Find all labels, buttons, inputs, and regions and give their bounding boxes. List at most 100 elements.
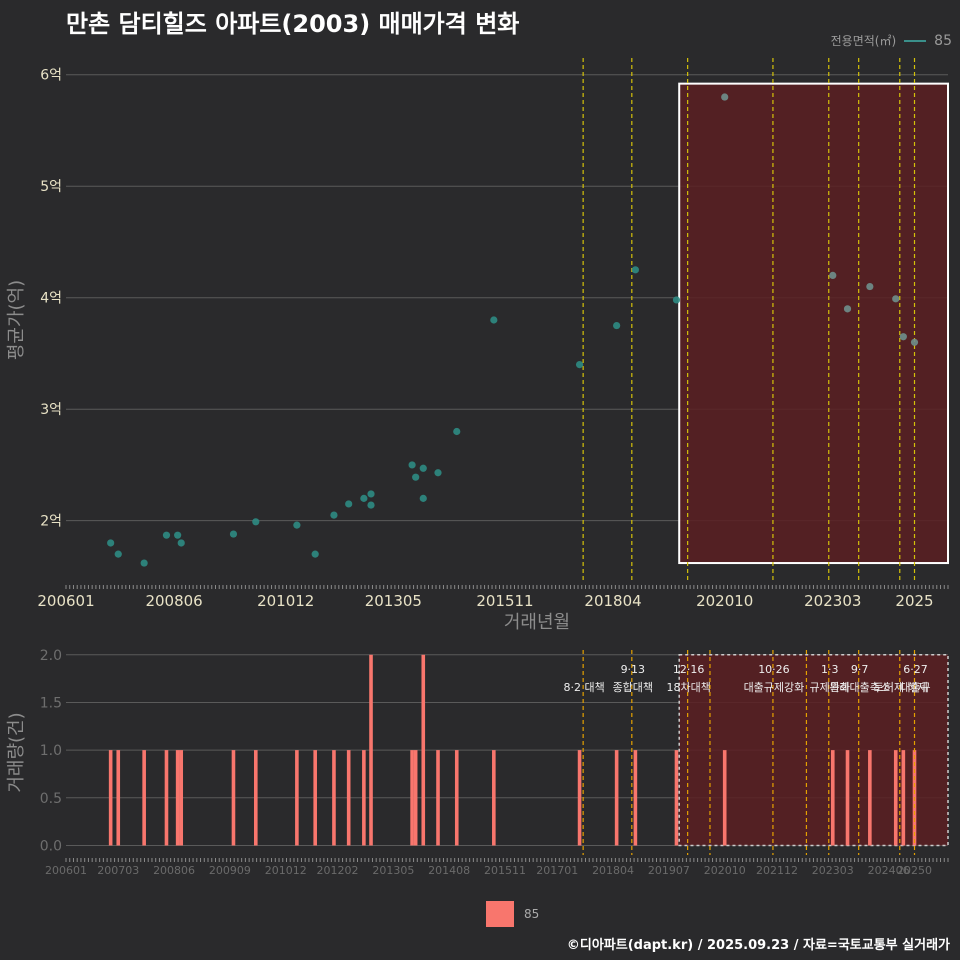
bottom-y-tick-label: 0.0 — [40, 838, 62, 854]
volume-bar — [893, 750, 898, 846]
volume-bar — [413, 750, 418, 846]
scatter-point — [721, 93, 729, 101]
bottom-y-tick-label: 0.5 — [40, 791, 62, 807]
policy-date-label: 12·16 — [673, 663, 705, 676]
bottom-x-tick-label: 201305 — [372, 864, 414, 877]
scatter-point — [177, 539, 185, 547]
volume-bar — [142, 750, 146, 846]
volume-bar — [313, 750, 317, 846]
policy-date-label: 9·13 — [621, 663, 646, 676]
policy-name-label: 토허제 해제 — [874, 680, 928, 694]
volume-bar — [362, 750, 366, 846]
volume-bar — [179, 750, 184, 846]
volume-bar — [116, 750, 121, 846]
bottom-x-tick-label: 200601 — [45, 864, 87, 877]
scatter-point — [829, 271, 837, 280]
bottom-y-tick-label: 1.5 — [40, 695, 62, 711]
policy-name-label: 종합대책 — [613, 681, 653, 694]
bottom-x-tick-label: 201012 — [265, 864, 307, 877]
scatter-point — [330, 511, 338, 519]
volume-bar — [868, 750, 872, 846]
scatter-point — [408, 461, 416, 469]
top-x-tick-label: 201804 — [584, 592, 641, 610]
top-x-tick-label: 202010 — [696, 592, 753, 610]
legend-top: 전용면적(㎡) 85 — [831, 32, 952, 49]
volume-bar — [492, 750, 496, 846]
volume-bar — [845, 750, 850, 846]
bottom-x-tick-label: 200806 — [153, 864, 195, 877]
legend-line-icon — [904, 39, 927, 42]
volume-bar — [722, 750, 727, 846]
bottom-y-axis-label: 거래량(건) — [6, 712, 27, 792]
policy-name-label: 8·2 대책 — [564, 681, 605, 694]
policy-name-label: 대출규 — [900, 681, 930, 694]
top-y-tick-label: 6억 — [40, 68, 62, 84]
volume-bar — [253, 750, 258, 846]
policy-name-label: 특례대출축소 — [829, 681, 890, 694]
bottom-x-tick-label: 201202 — [317, 864, 359, 877]
policy-date-label: 9·7 — [851, 663, 869, 676]
volume-bar — [369, 654, 373, 846]
bottom-y-tick-label: 2.0 — [40, 648, 62, 664]
policy-name-label: 18차대책 — [666, 681, 710, 694]
scatter-point — [140, 559, 148, 567]
scatter-point — [899, 333, 907, 341]
legend-top-label: 전용면적(㎡) — [830, 34, 897, 48]
legend-swatch-icon — [486, 901, 514, 927]
bottom-x-tick-label: 201701 — [536, 864, 578, 877]
volume-bar — [410, 750, 414, 846]
scatter-point — [453, 427, 461, 436]
page-title: 만촌 담티힐즈 아파트(2003) 매매가격 변화 — [66, 10, 520, 38]
bottom-x-tick-label: 200909 — [209, 864, 251, 877]
scatter-point — [174, 531, 182, 539]
scatter-point — [843, 305, 852, 313]
bottom-x-tick-label: 201907 — [648, 864, 690, 877]
scatter-point — [434, 469, 442, 477]
scatter-point — [866, 282, 874, 291]
volume-bar — [830, 750, 835, 846]
top-x-tick-label: 200806 — [145, 592, 202, 610]
volume-bar — [175, 750, 180, 846]
volume-bar — [577, 750, 582, 846]
bottom-x-tick-label: 202406 — [868, 864, 910, 877]
volume-bar — [108, 750, 113, 846]
scatter-point — [345, 500, 353, 508]
scatter-point — [419, 494, 427, 502]
top-x-tick-label: 2025 — [895, 592, 933, 610]
scatter-point — [613, 321, 621, 330]
scatter-point — [114, 550, 122, 558]
policy-date-label: 10·26 — [758, 663, 790, 676]
legend-bottom: 85 — [486, 901, 539, 927]
scatter-point — [107, 539, 115, 547]
top-y-tick-label: 3억 — [40, 402, 62, 418]
scatter-point — [367, 490, 375, 498]
volume-bar — [674, 750, 679, 846]
scatter-point — [412, 473, 420, 481]
top-x-tick-label: 201012 — [257, 592, 314, 610]
volume-bar — [901, 750, 906, 846]
scatter-point — [293, 521, 301, 529]
bottom-x-tick-label: 202112 — [756, 864, 798, 877]
scatter-point — [490, 316, 498, 324]
bottom-x-tick-label: 202010 — [704, 864, 746, 877]
legend-bottom-value: 85 — [524, 907, 540, 921]
policy-date-label: 1·3 — [821, 663, 839, 676]
top-y-tick-label: 5억 — [40, 179, 62, 195]
bottom-x-tick-label: 201408 — [428, 864, 470, 877]
scatter-point — [162, 531, 171, 539]
scatter-point — [252, 518, 260, 526]
policy-name-label: 대출규제강화 — [744, 681, 805, 694]
scatter-point — [672, 296, 681, 304]
top-x-tick-label: 202303 — [804, 592, 861, 610]
scatter-point — [419, 464, 427, 472]
volume-bar — [421, 654, 426, 846]
bottom-x-tick-label: 201511 — [484, 864, 526, 877]
bottom-x-tick-label: 20250 — [897, 864, 932, 877]
top-x-tick-label: 201305 — [365, 592, 422, 610]
top-x-tick-label: 200601 — [37, 592, 94, 610]
top-y-tick-label: 2억 — [40, 514, 62, 530]
policy-date-label: 6·27 — [903, 663, 928, 676]
top-y-axis-label: 평균가(억) — [6, 280, 27, 360]
scatter-point — [229, 530, 238, 538]
bottom-x-tick-label: 201804 — [592, 864, 634, 877]
